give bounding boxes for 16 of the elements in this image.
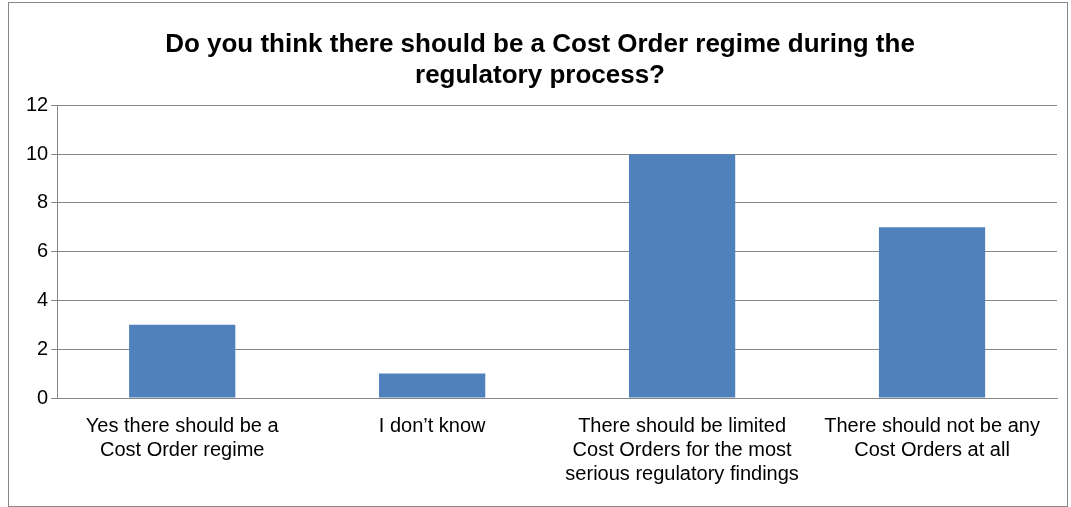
y-tick-label: 4: [37, 287, 49, 310]
y-tick-label: 8: [37, 190, 49, 213]
y-tick-label: 10: [26, 141, 49, 164]
y-tick-label: 0: [37, 385, 49, 408]
y-tick-label: 12: [26, 92, 49, 115]
bar: [379, 373, 486, 398]
bar: [878, 227, 986, 398]
bar: [129, 324, 236, 398]
x-tick-label: There should not be any Cost Orders at all: [824, 413, 1040, 460]
y-tick-label: 2: [37, 336, 49, 359]
x-tick-label: Yes there should be a Cost Order regime: [85, 413, 280, 460]
x-tick-label: There should be limited Cost Orders for the most serious regulatory findings: [565, 413, 799, 484]
chart-title: Do you think there should be a Cost Order regime during the regulatory process?: [165, 27, 915, 89]
y-tick-label: 6: [37, 239, 49, 262]
bar: [628, 154, 736, 398]
x-tick-label: I don’t know: [378, 413, 487, 436]
